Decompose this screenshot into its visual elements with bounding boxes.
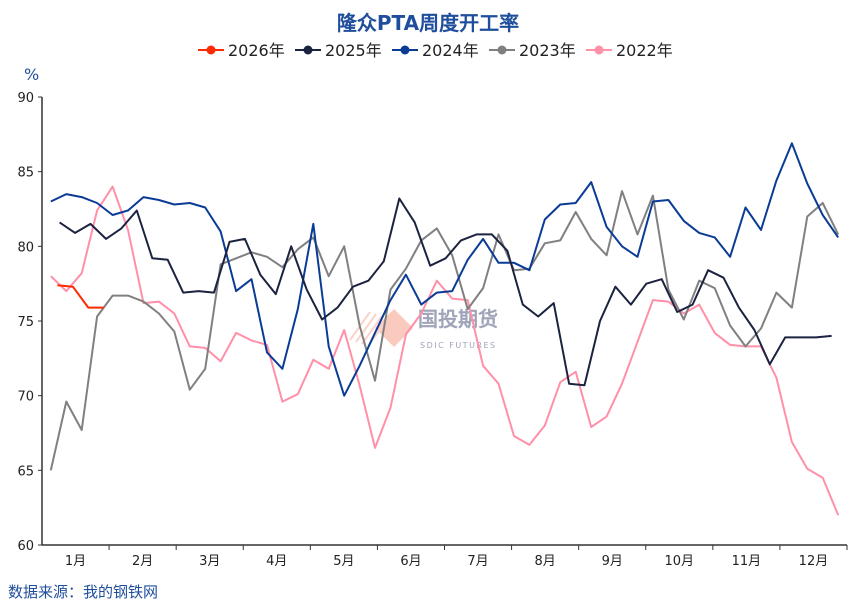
x-tick-label: 6月 [400, 554, 421, 569]
y-tick-label: 75 [17, 315, 34, 330]
legend-item: 2023年 [489, 41, 576, 60]
legend-label: 2023年 [519, 41, 576, 60]
source-note: 数据来源：我的钢铁网 [8, 583, 158, 601]
legend-marker-icon [497, 45, 507, 55]
watermark-en: SDIC FUTURES [420, 341, 497, 350]
axes: 60 65 70 75 80 85 90 1月 2月 3月 4月 5月 6月 7月 8月 9月 10月 11月 12… [17, 91, 848, 569]
watermark-cn: 国投期货 [418, 307, 498, 331]
legend-item: 2024年 [392, 41, 479, 60]
y-tick-label: 70 [17, 390, 34, 405]
legend-marker-icon [400, 45, 410, 55]
x-tick-label: 2月 [132, 554, 153, 569]
legend-label: 2024年 [422, 41, 479, 60]
y-tick-label: 85 [17, 166, 34, 181]
legend-marker-icon [206, 45, 216, 55]
y-axis-label: % [24, 65, 39, 84]
y-tick-label: 60 [17, 539, 34, 554]
series-line-2025年 [59, 197, 832, 387]
legend-label: 2025年 [325, 41, 382, 60]
x-tick-label: 11月 [732, 554, 762, 569]
y-tick-label: 65 [17, 464, 34, 479]
legend-label: 2026年 [228, 41, 285, 60]
y-tick-label: 80 [17, 240, 34, 255]
legend-marker-icon [303, 45, 313, 55]
legend: 2026年 2025年 2024年 2023年 2022年 [198, 41, 673, 60]
series-line-2026年 [57, 284, 104, 309]
x-tick-label: 1月 [65, 554, 86, 569]
x-tick-label: 7月 [467, 554, 488, 569]
series-line-2023年 [49, 190, 840, 471]
x-tick-label: 5月 [333, 554, 354, 569]
x-tick-label: 4月 [266, 554, 287, 569]
x-tick-label: 10月 [665, 554, 695, 569]
legend-label: 2022年 [616, 41, 673, 60]
legend-item: 2026年 [198, 41, 285, 60]
x-tick-label: 9月 [602, 554, 623, 569]
watermark: 国投期货 SDIC FUTURES [349, 307, 498, 350]
x-tick-label: 12月 [799, 554, 829, 569]
legend-marker-icon [594, 45, 604, 55]
legend-item: 2025年 [295, 41, 382, 60]
series-lines [49, 142, 840, 516]
series-line-2024年 [50, 142, 840, 397]
x-tick-label: 3月 [199, 554, 220, 569]
series-line-2022年 [50, 185, 840, 516]
y-tick-label: 90 [17, 91, 34, 106]
chart-title: 隆众PTA周度开工率 [337, 11, 519, 35]
legend-item: 2022年 [586, 41, 673, 60]
x-tick-label: 8月 [534, 554, 555, 569]
